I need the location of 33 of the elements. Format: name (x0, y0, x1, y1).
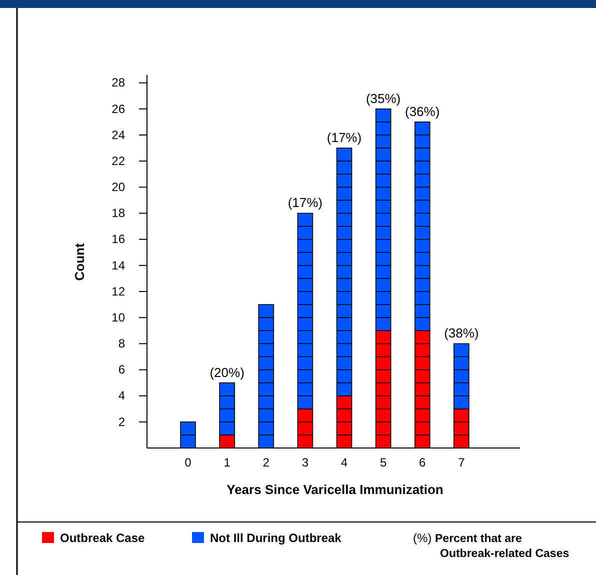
y-tick-label: 2 (118, 414, 126, 429)
x-tick-label: 5 (380, 456, 387, 470)
annotation: (38%) (444, 326, 479, 341)
y-tick-label: 14 (112, 258, 126, 272)
y-tick-label: 12 (112, 284, 126, 298)
y-tick-label: 16 (112, 232, 126, 246)
y-tick-label: 8 (118, 336, 126, 351)
y-tick-label: 22 (112, 154, 126, 168)
y-tick-label: 4 (118, 388, 126, 403)
annotation: (17%) (326, 130, 362, 146)
y-tick-label: 20 (112, 180, 126, 194)
x-axis-title: Years Since Varicella Immunization (226, 482, 444, 497)
annotation: (35%) (366, 90, 401, 106)
x-tick-label: 4 (340, 456, 348, 470)
x-tick-label: 3 (302, 456, 309, 470)
y-tick-label: 18 (112, 206, 126, 220)
y-tick-label: 28 (112, 76, 126, 90)
annotation: (20%) (210, 364, 244, 380)
y-tick-label: 10 (112, 310, 126, 324)
x-tick-label: 2 (262, 456, 270, 470)
annotation: (17%) (288, 195, 323, 210)
y-tick-label: 6 (118, 362, 126, 377)
x-tick-label: 7 (458, 456, 466, 470)
y-axis-title: Count (72, 242, 87, 281)
y-tick-label: 26 (112, 102, 126, 116)
x-tick-label: 6 (419, 456, 426, 470)
legend-label: Not Ill During Outbreak (210, 531, 342, 545)
x-tick-label: 1 (224, 456, 231, 470)
x-tick-label: 0 (184, 456, 192, 470)
legend-label: Outbreak Case (60, 531, 146, 545)
annotation: (36%) (405, 104, 440, 119)
text: (%) Percent that are Outbreak-related Cases (413, 531, 570, 560)
y-tick-label: 24 (112, 128, 126, 142)
